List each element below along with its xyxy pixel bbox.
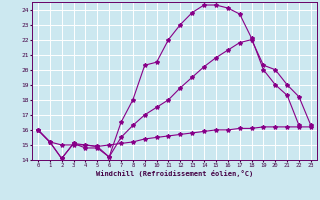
X-axis label: Windchill (Refroidissement éolien,°C): Windchill (Refroidissement éolien,°C): [96, 170, 253, 177]
